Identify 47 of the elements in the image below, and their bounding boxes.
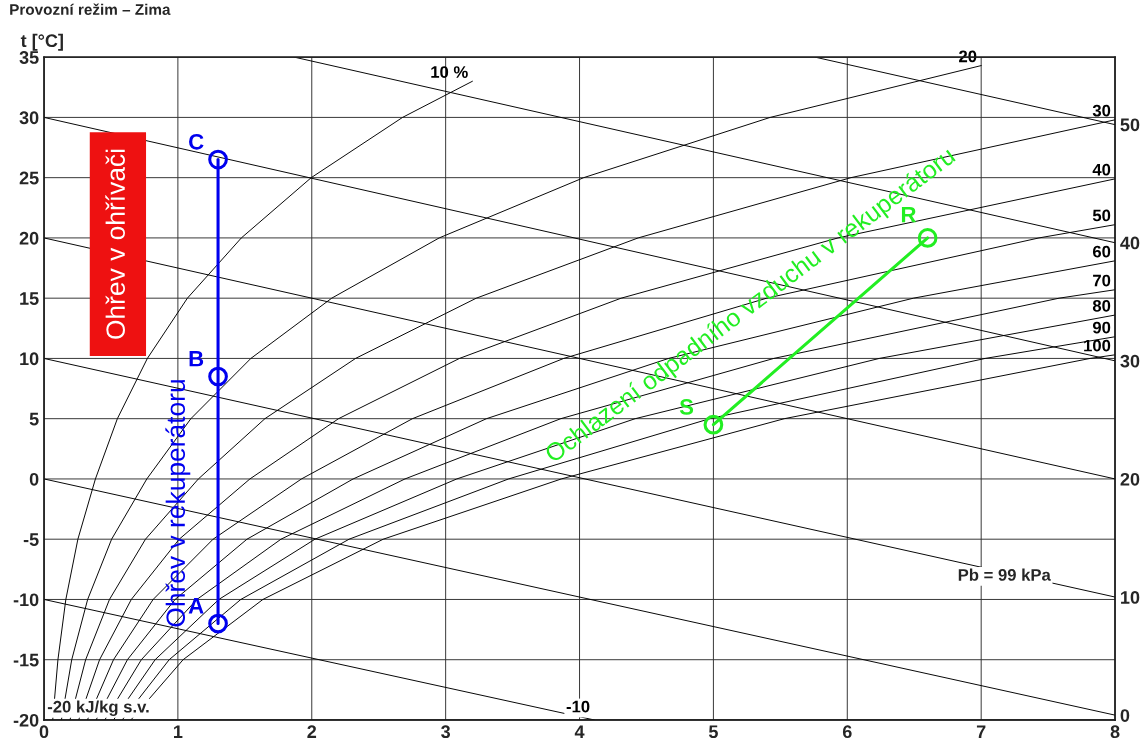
x-tick-label: 6 [842,725,852,739]
point [703,414,724,435]
y2-tick-label: 30 [1120,354,1140,368]
y2-tick-label: 10 [1121,591,1140,604]
y-tick-label: -5 [23,533,39,546]
y-tick-label: 10 [20,352,39,366]
y-tick-label: 0 [29,472,39,486]
chart-title: Provozní režim – Zima [10,3,171,15]
annotation: C [189,133,204,150]
annotation: Pb = 99 kPa [958,568,1051,581]
y-tick-label: 30 [19,111,39,125]
series-label: 60 [1092,245,1111,258]
point [208,613,228,634]
y-tick-label: 20 [19,231,39,245]
annotation: -10 [566,700,590,713]
y2-tick-label: 0 [1120,709,1130,722]
series-label: 100 [1084,339,1111,352]
annotation: A [188,598,204,614]
x-tick-label: 3 [441,725,451,739]
annotation: -20 kJ/kg s.v. [47,700,149,716]
y-tick-label: 35 [19,51,39,64]
x-tick-label: 1 [174,725,183,738]
annotation: Ohřev v ohřívači [105,149,125,339]
x-tick-label: 7 [976,725,986,738]
y-tick-label: 25 [19,171,39,185]
y-tick-label: -15 [13,653,39,667]
series-label: 50 [1092,209,1111,222]
point [208,366,228,387]
x-tick-label: 4 [574,725,585,738]
y-tick-label: 5 [29,412,39,426]
point [208,149,228,170]
series-label: 40 [1092,163,1111,176]
y-tick-label: -10 [13,593,39,607]
y-tick-label: 15 [20,292,39,305]
y2-tick-label: 50 [1120,118,1140,132]
y-tick-label: -20 [13,713,39,727]
y-axis-title: t [°C] [20,33,63,51]
series-label: 70 [1093,274,1111,287]
x-tick-label: 8 [1110,725,1120,739]
series-label: 90 [1092,321,1111,334]
y2-tick-label: 40 [1120,236,1140,250]
y2-tick-label: 20 [1120,472,1140,486]
series-label: 80 [1092,299,1111,312]
x-tick-label: 5 [708,725,718,739]
x-tick-label: 2 [307,725,317,738]
series-label: 30 [1092,104,1111,117]
x-tick-label: 0 [39,725,49,739]
